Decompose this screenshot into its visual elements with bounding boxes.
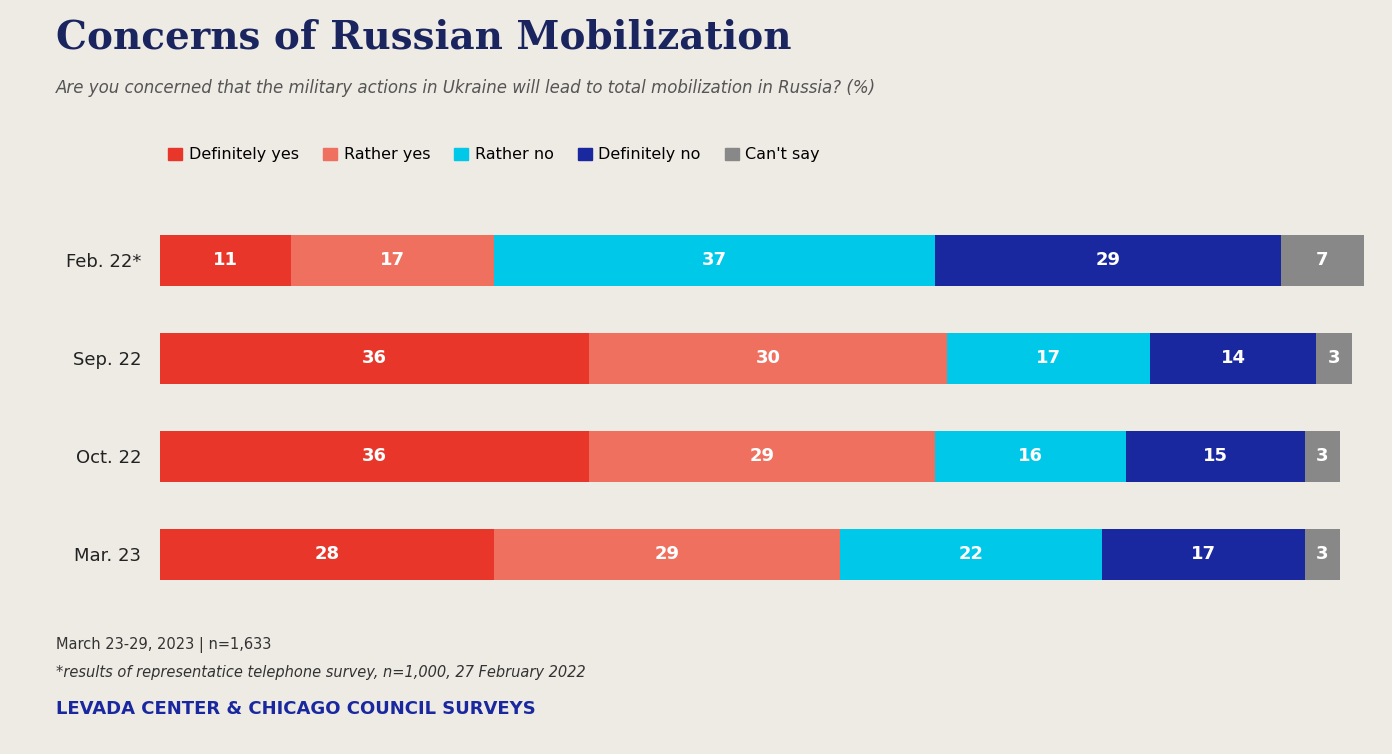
- Bar: [947, 333, 1150, 384]
- Text: Concerns of Russian Mobilization: Concerns of Russian Mobilization: [56, 19, 791, 57]
- Text: 37: 37: [702, 251, 727, 269]
- Bar: [1304, 431, 1340, 482]
- Bar: [1281, 234, 1364, 286]
- Text: 14: 14: [1221, 349, 1246, 367]
- Bar: [935, 234, 1281, 286]
- Bar: [1150, 333, 1317, 384]
- Bar: [1317, 333, 1352, 384]
- Text: 29: 29: [750, 447, 774, 465]
- Text: 22: 22: [958, 545, 983, 563]
- Text: 36: 36: [362, 349, 387, 367]
- Bar: [1304, 529, 1340, 580]
- Text: March 23-29, 2023 | n=1,633: March 23-29, 2023 | n=1,633: [56, 637, 271, 653]
- Bar: [494, 234, 935, 286]
- Text: 7: 7: [1317, 251, 1329, 269]
- Bar: [589, 333, 947, 384]
- Bar: [1126, 431, 1304, 482]
- Text: 36: 36: [362, 447, 387, 465]
- Text: 17: 17: [1190, 545, 1215, 563]
- Text: 3: 3: [1328, 349, 1340, 367]
- Bar: [160, 333, 589, 384]
- Text: 30: 30: [756, 349, 781, 367]
- Bar: [160, 234, 291, 286]
- Bar: [935, 431, 1126, 482]
- Bar: [589, 431, 935, 482]
- Bar: [494, 529, 839, 580]
- Text: 16: 16: [1018, 447, 1043, 465]
- Text: 11: 11: [213, 251, 238, 269]
- Bar: [160, 431, 589, 482]
- Text: 29: 29: [654, 545, 679, 563]
- Text: 3: 3: [1317, 545, 1329, 563]
- Text: 17: 17: [380, 251, 405, 269]
- Legend: Definitely yes, Rather yes, Rather no, Definitely no, Can't say: Definitely yes, Rather yes, Rather no, D…: [168, 148, 820, 162]
- Bar: [839, 529, 1102, 580]
- Text: 17: 17: [1036, 349, 1061, 367]
- Bar: [1102, 529, 1304, 580]
- Text: 29: 29: [1096, 251, 1121, 269]
- Text: 28: 28: [315, 545, 340, 563]
- Bar: [291, 234, 494, 286]
- Bar: [160, 529, 494, 580]
- Text: Are you concerned that the military actions in Ukraine will lead to total mobili: Are you concerned that the military acti…: [56, 79, 876, 97]
- Text: 3: 3: [1317, 447, 1329, 465]
- Text: LEVADA CENTER & CHICAGO COUNCIL SURVEYS: LEVADA CENTER & CHICAGO COUNCIL SURVEYS: [56, 700, 536, 718]
- Text: *results of representatice telephone survey, n=1,000, 27 February 2022: *results of representatice telephone sur…: [56, 665, 585, 680]
- Text: 15: 15: [1203, 447, 1228, 465]
